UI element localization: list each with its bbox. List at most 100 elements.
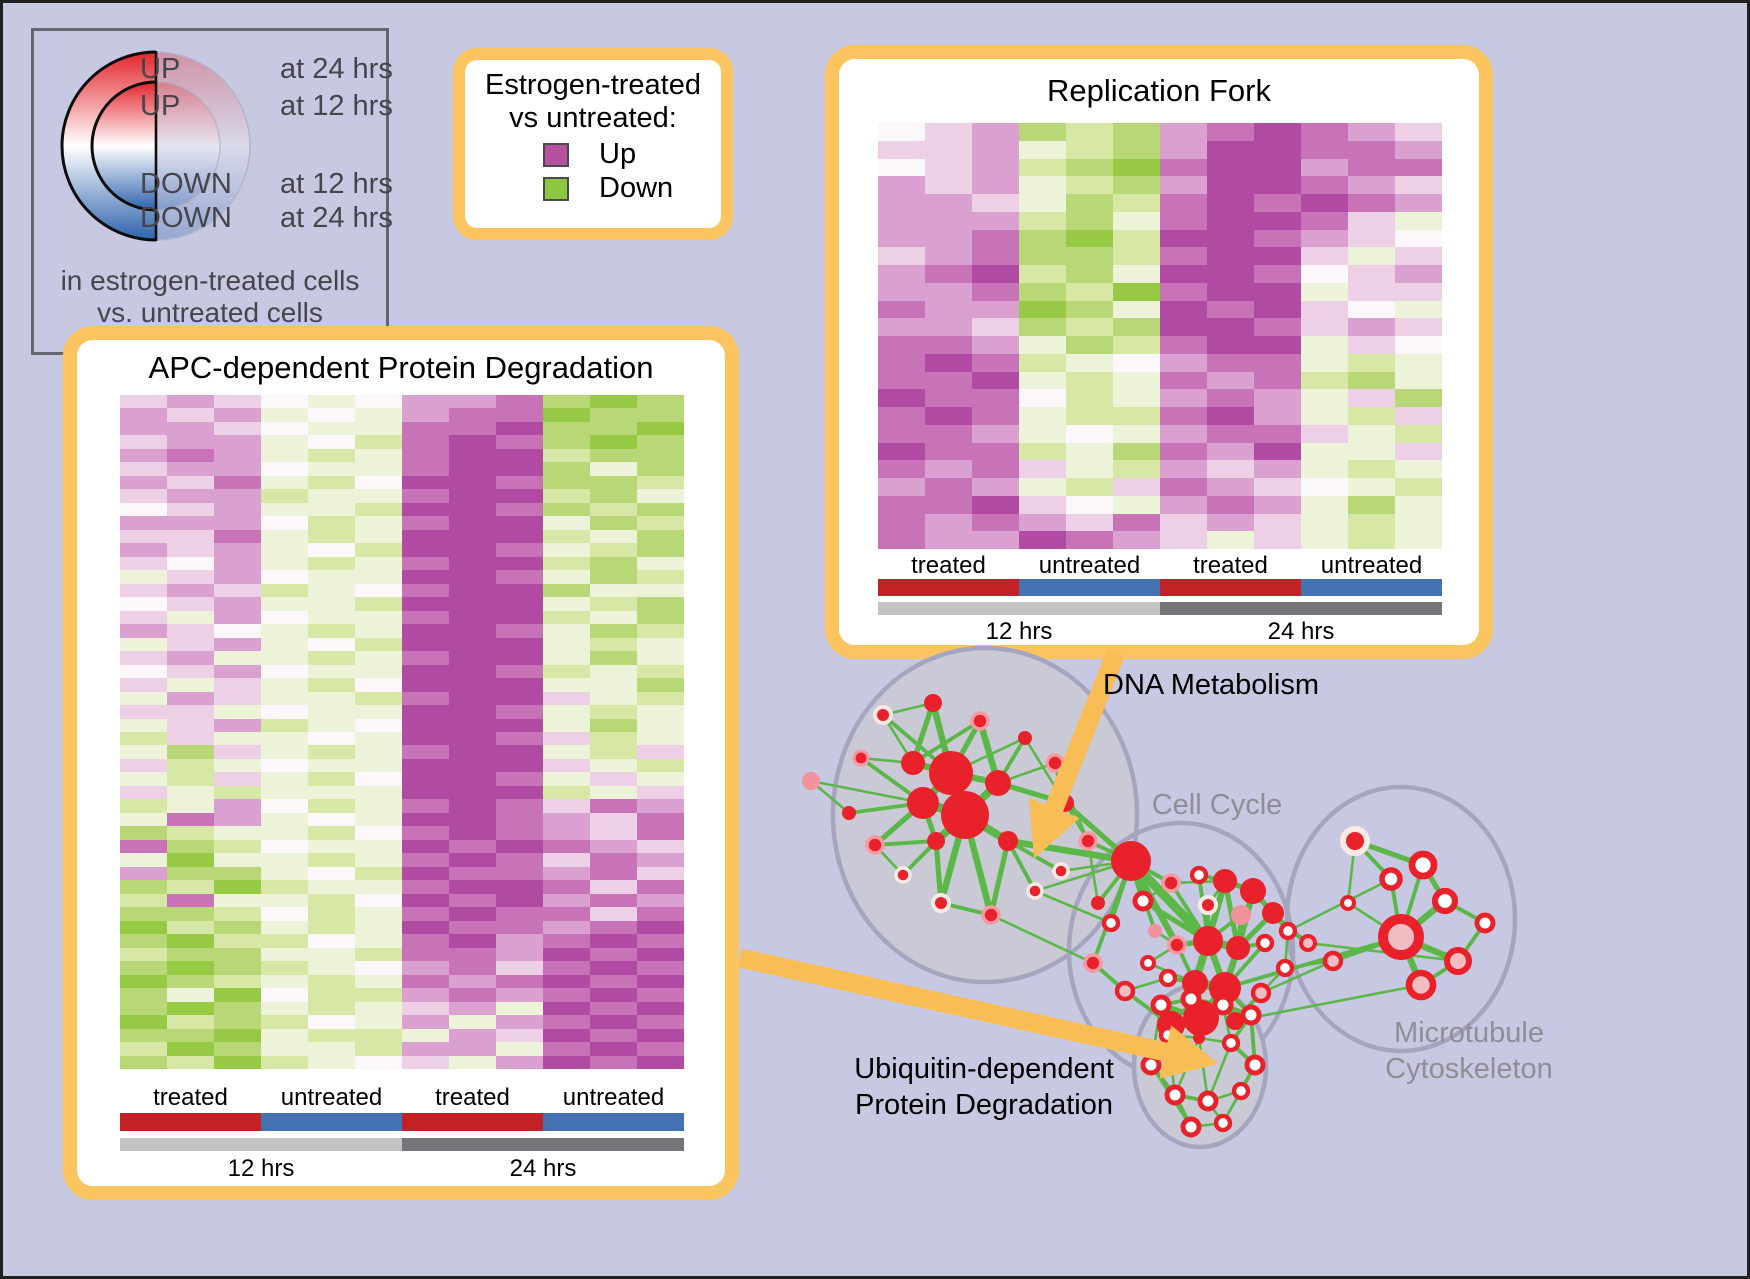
- heatmap-cell: [355, 1042, 402, 1056]
- heatmap-cell: [261, 866, 308, 881]
- heatmap-cell: [496, 556, 543, 571]
- heatmap-cell: [925, 353, 972, 372]
- heatmap-cell: [878, 318, 925, 336]
- heatmap-cell: [1348, 300, 1395, 319]
- heatmap-cell: [214, 475, 261, 490]
- heatmap-cell: [590, 1015, 637, 1029]
- heatmap-cell: [1160, 353, 1207, 372]
- heatmap-cell: [402, 448, 449, 463]
- network-edge: [1034, 889, 1112, 925]
- heatmap-cell: [972, 407, 1019, 425]
- heatmap-cell: [637, 812, 684, 827]
- heatmap-cell: [261, 462, 308, 476]
- heatmap-cell: [1254, 424, 1301, 443]
- heatmap-cell: [1113, 389, 1160, 407]
- heatmap-cell: [449, 624, 496, 638]
- heatmap-cell: [120, 839, 167, 854]
- heatmap-cell: [925, 211, 972, 230]
- heatmap-cell: [261, 893, 308, 908]
- heatmap-cell: [167, 448, 214, 463]
- heatmap-cell: [1254, 478, 1301, 496]
- link-arrows: [737, 649, 1219, 1079]
- heatmap-cell: [496, 624, 543, 638]
- heatmap-cell: [308, 853, 355, 867]
- heatmap-cell: [543, 934, 590, 948]
- heatmap-cell: [402, 651, 449, 665]
- heatmap-cell: [878, 460, 925, 478]
- heatmap-cell: [261, 961, 308, 975]
- cluster-label: DNA Metabolism: [1103, 669, 1319, 701]
- heatmap-cell: [637, 664, 684, 679]
- heatmap-cell: [1160, 158, 1207, 177]
- heatmap-cell: [1207, 176, 1254, 194]
- heatmap-cell: [167, 624, 214, 638]
- network-node: [1408, 850, 1438, 880]
- heatmap-cell: [355, 758, 402, 773]
- heatmap-cell: [402, 853, 449, 867]
- heatmap-cell: [1160, 460, 1207, 478]
- heatmap-cell: [402, 529, 449, 544]
- heatmap-cell: [308, 1042, 355, 1056]
- heatmap-cell: [543, 1055, 590, 1069]
- color-key-title-line1: Estrogen-treated: [484, 69, 701, 101]
- heatmap-cell: [120, 1042, 167, 1056]
- heatmap-cell: [1019, 140, 1066, 159]
- heatmap-cell: [308, 920, 355, 935]
- heatmap-cell: [972, 353, 1019, 372]
- network-node: [1150, 994, 1172, 1016]
- heatmap-cell: [167, 1028, 214, 1043]
- heatmap-cell: [402, 947, 449, 962]
- heatmap-cell: [637, 597, 684, 611]
- heatmap-cell: [496, 475, 543, 490]
- heatmap-cell: [1207, 211, 1254, 230]
- replication-fork-title: Replication Fork: [1047, 73, 1271, 108]
- heatmap-cell: [402, 785, 449, 800]
- heatmap-cell: [543, 988, 590, 1002]
- heatmap-cell: [402, 920, 449, 935]
- heatmap-cell: [496, 637, 543, 652]
- heatmap-cell: [1254, 247, 1301, 265]
- heatmap-cell: [261, 1042, 308, 1056]
- heatmap-cell: [261, 974, 308, 989]
- heatmap-cell: [1160, 513, 1207, 532]
- heatmap-cell: [878, 442, 925, 461]
- heatmap-cell: [590, 947, 637, 962]
- heatmap-cell: [308, 637, 355, 652]
- heatmap-cell: [590, 408, 637, 422]
- heatmap-cell: [449, 1042, 496, 1056]
- heatmap-cell: [637, 462, 684, 476]
- heatmap-cell: [590, 583, 637, 598]
- heatmap-cell: [449, 718, 496, 732]
- heatmap-cell: [214, 853, 261, 867]
- network-node: [1262, 902, 1284, 924]
- heatmap-cell: [543, 799, 590, 813]
- heatmap-cell: [449, 691, 496, 706]
- untreated-bar: [543, 1113, 684, 1131]
- heatmap-cell: [167, 1001, 214, 1016]
- heatmap-cell: [402, 556, 449, 571]
- heatmap-cell: [402, 866, 449, 881]
- panel-link-arrow: [737, 948, 1219, 1079]
- heatmap-cell: [167, 610, 214, 625]
- heatmap-cell: [120, 718, 167, 732]
- heatmap-cell: [1301, 265, 1348, 283]
- untreated-bar: [1019, 579, 1160, 596]
- heatmap-cell: [878, 513, 925, 532]
- heatmap-cell: [496, 920, 543, 935]
- heatmap-cell: [878, 336, 925, 354]
- heatmap-cell: [1207, 460, 1254, 478]
- heatmap-cell: [1113, 123, 1160, 141]
- heatmap-cell: [308, 421, 355, 436]
- heatmap-cell: [1160, 442, 1207, 461]
- heatmap-cell: [214, 745, 261, 759]
- heatmap-cell: [449, 866, 496, 881]
- heatmap-cell: [449, 556, 496, 571]
- heatmap-cell: [590, 934, 637, 948]
- heatmap-cell: [1395, 176, 1442, 194]
- heatmap-cell: [355, 718, 402, 732]
- heatmap-cell: [167, 664, 214, 679]
- network-node: [927, 832, 945, 850]
- heatmap-cell: [308, 947, 355, 962]
- heatmap-cell: [1254, 282, 1301, 301]
- heatmap-cell: [167, 731, 214, 746]
